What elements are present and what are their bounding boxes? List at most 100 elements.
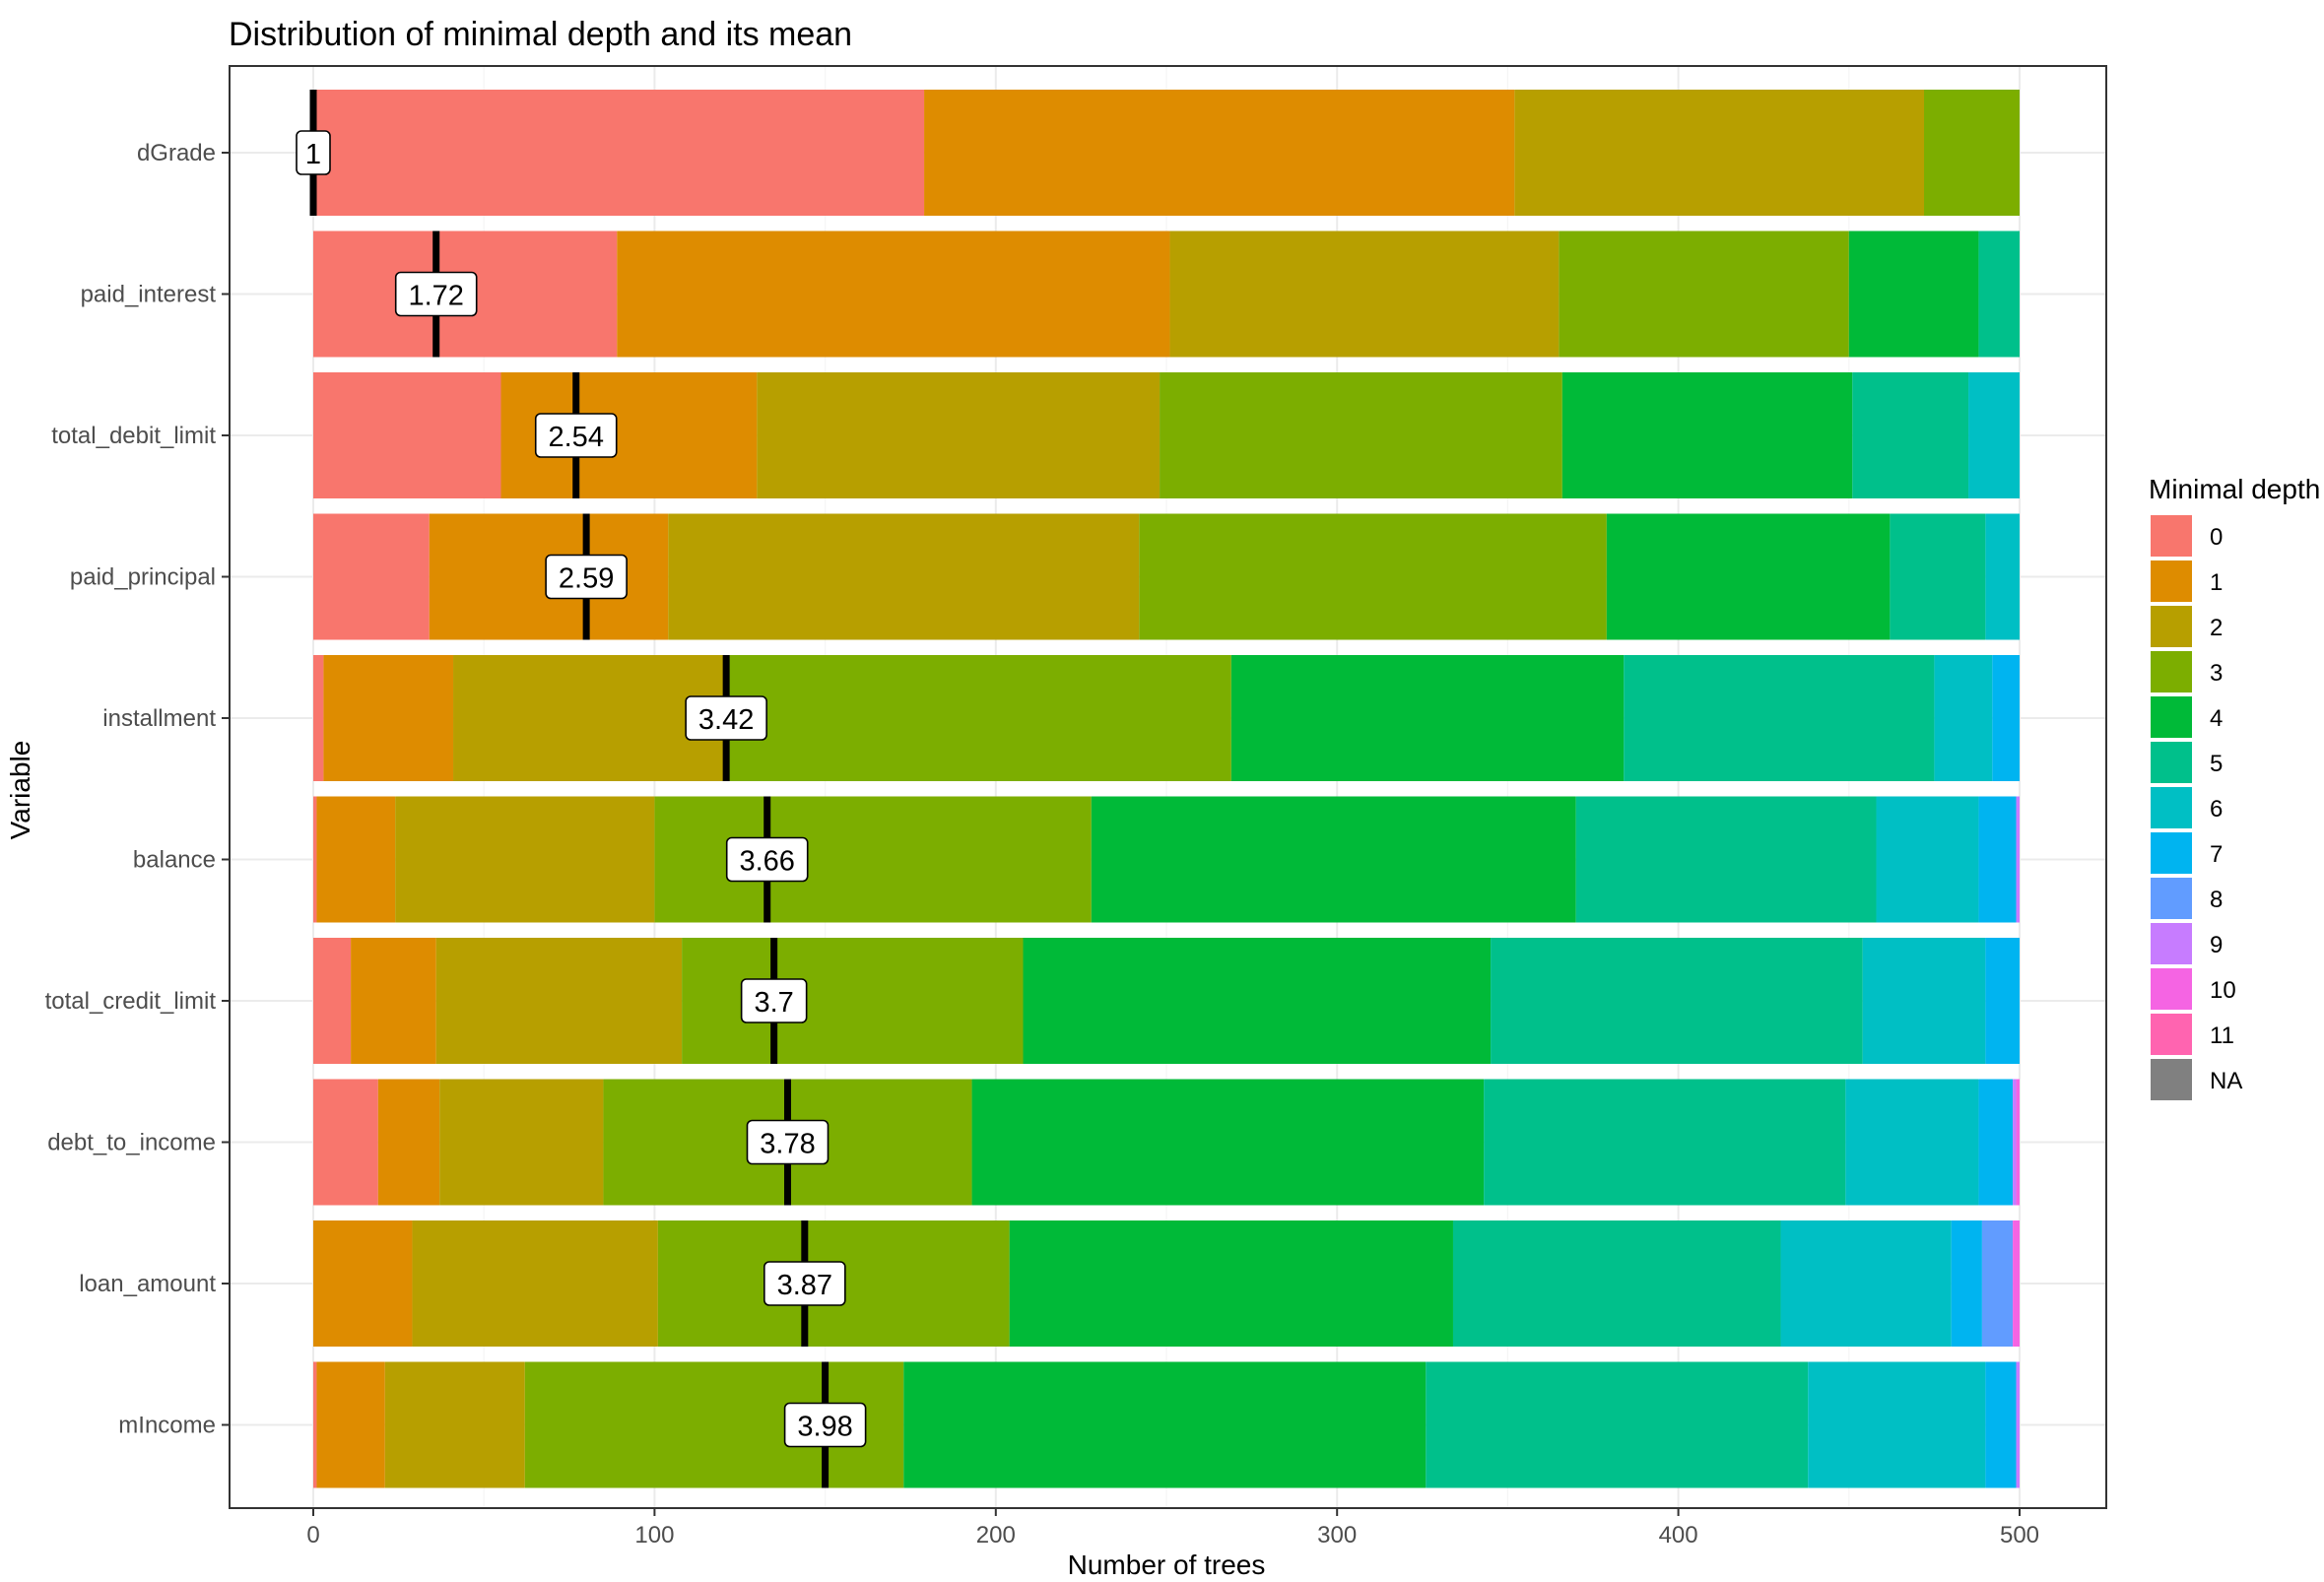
- bar-segment-balance-depth-2: [395, 796, 655, 923]
- legend-key-1: [2151, 560, 2192, 602]
- x-tick-label-300: 300: [1317, 1522, 1357, 1549]
- bar-segment-balance-depth-9: [2016, 796, 2020, 923]
- bar-segment-mIncome-depth-1: [316, 1361, 385, 1488]
- y-tick-label-paid_principal: paid_principal: [70, 564, 216, 591]
- x-tick-label-500: 500: [2000, 1522, 2039, 1549]
- mean-label-total_credit_limit: 3.7: [754, 987, 793, 1019]
- legend-key-11: [2151, 1014, 2192, 1055]
- legend-label-11: 11: [2210, 1022, 2234, 1049]
- bar-segment-paid_principal-depth-0: [313, 513, 430, 640]
- bar-segment-mIncome-depth-4: [903, 1361, 1427, 1488]
- legend-key-9: [2151, 923, 2192, 964]
- legend-label-3: 3: [2210, 660, 2223, 687]
- mean-markers: 1 1.72 2.54 2.59 3.42 3.66 3.7 3.78 3.87 3.98: [296, 90, 867, 1488]
- legend-key-0: [2151, 515, 2192, 557]
- bar-segment-mIncome-depth-7: [1985, 1361, 2017, 1488]
- y-tick-label-total_credit_limit: total_credit_limit: [45, 988, 217, 1015]
- bar-segment-installment-depth-7: [1992, 655, 2020, 781]
- plot-area: 1 1.72 2.54 2.59 3.42 3.66 3.7 3.78 3.87 3.98 dGra…: [45, 65, 2107, 1549]
- bar-segment-debt_to_income-depth-1: [377, 1079, 440, 1206]
- legend-label-NA: NA: [2210, 1068, 2242, 1094]
- bar-segment-paid_interest-depth-5: [1978, 231, 2020, 358]
- y-tick-label-debt_to_income: debt_to_income: [47, 1130, 216, 1156]
- mean-label-box-balance: [725, 836, 809, 883]
- legend-label-4: 4: [2210, 705, 2223, 732]
- mean-label-paid_principal: 2.59: [559, 563, 614, 595]
- bar-segment-total_debit_limit-depth-4: [1561, 372, 1853, 498]
- legend-key-7: [2151, 832, 2192, 874]
- bar-segment-balance-depth-0: [313, 796, 317, 923]
- bar-segment-paid_principal-depth-4: [1606, 513, 1891, 640]
- bar-segment-installment-depth-6: [1934, 655, 1993, 781]
- y-tick-label-paid_interest: paid_interest: [81, 282, 217, 308]
- y-tick-label-balance: balance: [133, 847, 216, 874]
- bar-segment-dGrade-depth-0: [313, 90, 925, 216]
- bar-segment-loan_amount-depth-1: [313, 1220, 413, 1347]
- mean-label-box-loan_amount: [764, 1261, 846, 1306]
- legend-key-10: [2151, 968, 2192, 1010]
- mean-label-box-debt_to_income: [746, 1119, 830, 1165]
- bar-segment-balance-depth-4: [1091, 796, 1576, 923]
- legend-label-6: 6: [2210, 796, 2223, 823]
- bar-segment-paid_principal-depth-6: [1985, 513, 2020, 640]
- legend-key-4: [2151, 696, 2192, 738]
- bar-segment-balance-depth-7: [1978, 796, 2017, 923]
- legend-label-0: 0: [2210, 524, 2223, 551]
- legend-label-1: 1: [2210, 569, 2223, 596]
- x-tick-label-0: 0: [306, 1522, 319, 1549]
- y-axis: dGrade paid_interest total_debit_limitpaid…: [45, 140, 230, 1439]
- bar-segment-installment-depth-2: [453, 655, 727, 781]
- mean-label-installment: 3.42: [698, 704, 754, 736]
- x-tick-label-100: 100: [634, 1522, 674, 1549]
- bar-segment-mIncome-depth-6: [1808, 1361, 1986, 1488]
- mean-label-box-total_credit_limit: [740, 978, 808, 1023]
- mean-label-paid_interest: 1.72: [408, 281, 463, 312]
- bar-segment-debt_to_income-depth-4: [971, 1079, 1485, 1206]
- bar-segment-total_debit_limit-depth-5: [1852, 372, 1969, 498]
- legend-key-NA: [2151, 1059, 2192, 1100]
- mean-label-box-paid_interest: [394, 271, 478, 317]
- legend-title: Minimal depth: [2149, 474, 2320, 504]
- legend: Minimal depth 0 1 2 3 4 5 6 7 8 9 10 11 NA: [2149, 474, 2320, 1100]
- bar-segment-total_debit_limit-depth-0: [313, 372, 501, 498]
- bar-segment-mIncome-depth-9: [2016, 1361, 2020, 1488]
- bar-segment-balance-depth-3: [654, 796, 1092, 923]
- mean-label-balance: 3.66: [739, 846, 794, 878]
- bar-segment-total_credit_limit-depth-7: [1985, 938, 2020, 1064]
- legend-label-5: 5: [2210, 751, 2223, 777]
- mean-label-total_debit_limit: 2.54: [549, 422, 604, 453]
- bar-segment-installment-depth-5: [1624, 655, 1935, 781]
- bar-segment-total_credit_limit-depth-2: [435, 938, 683, 1064]
- bar-segment-total_credit_limit-depth-1: [351, 938, 436, 1064]
- x-tick-label-200: 200: [976, 1522, 1016, 1549]
- x-axis-title: Number of trees: [1068, 1549, 1266, 1580]
- mean-label-dGrade: 1: [305, 139, 321, 170]
- bar-segment-loan_amount-depth-10: [2013, 1220, 2020, 1347]
- bar-segment-loan_amount-depth-7: [1951, 1220, 1982, 1347]
- bar-segment-debt_to_income-depth-0: [313, 1079, 378, 1206]
- bar-segment-loan_amount-depth-4: [1009, 1220, 1453, 1347]
- panel-border: [229, 65, 2107, 1509]
- legend-key-8: [2151, 878, 2192, 919]
- bar-segment-debt_to_income-depth-5: [1484, 1079, 1846, 1206]
- bar-segment-loan_amount-depth-8: [1981, 1220, 2014, 1347]
- y-tick-label-installment: installment: [102, 705, 216, 732]
- legend-label-9: 9: [2210, 932, 2223, 958]
- bar-segment-installment-depth-0: [313, 655, 324, 781]
- bar-segment-total_credit_limit-depth-3: [682, 938, 1024, 1064]
- bar-segment-loan_amount-depth-2: [412, 1220, 658, 1347]
- bar-segment-mIncome-depth-5: [1426, 1361, 1809, 1488]
- y-tick-label-total_debit_limit: total_debit_limit: [51, 423, 216, 449]
- x-axis: 0 100 200 300 400 500: [306, 1508, 2039, 1549]
- bar-segment-total_debit_limit-depth-3: [1160, 372, 1562, 498]
- bar-segment-loan_amount-depth-5: [1452, 1220, 1781, 1347]
- mean-label-loan_amount: 3.87: [777, 1270, 832, 1301]
- mean-label-box-dGrade: [296, 130, 331, 175]
- bar-segment-dGrade-depth-3: [1924, 90, 2020, 216]
- bar-segment-paid_interest-depth-2: [1169, 231, 1560, 358]
- mean-label-debt_to_income: 3.78: [760, 1129, 815, 1160]
- bar-segment-debt_to_income-depth-2: [439, 1079, 604, 1206]
- bar-segment-paid_interest-depth-4: [1848, 231, 1979, 358]
